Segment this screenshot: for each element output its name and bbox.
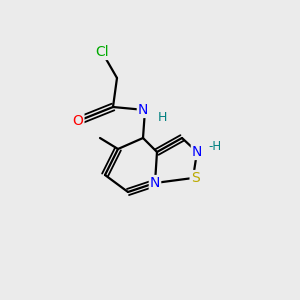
Text: N: N bbox=[138, 103, 148, 117]
Text: O: O bbox=[73, 114, 83, 128]
Text: H: H bbox=[157, 110, 167, 124]
Text: Cl: Cl bbox=[95, 45, 109, 59]
Text: S: S bbox=[190, 171, 200, 185]
Text: N: N bbox=[150, 176, 160, 190]
Text: N: N bbox=[192, 145, 202, 159]
Text: -H: -H bbox=[208, 140, 222, 154]
